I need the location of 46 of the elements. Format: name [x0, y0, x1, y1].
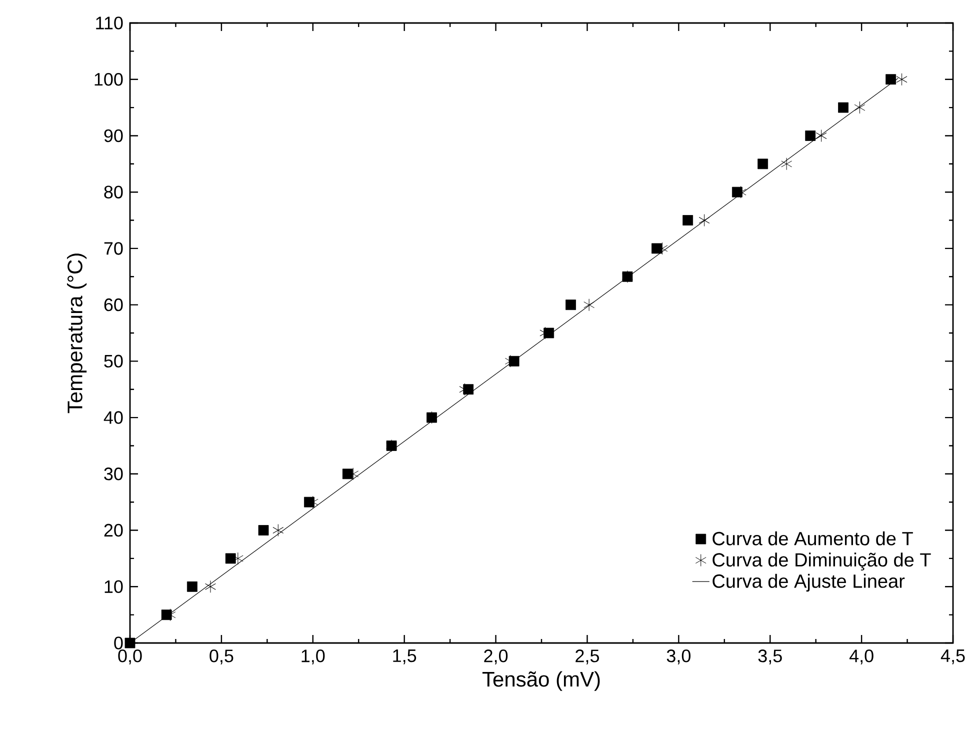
- y-tick-label: 80: [104, 186, 123, 198]
- x-tick-label: 1,5: [393, 650, 416, 664]
- y-tick-label: 70: [104, 242, 123, 255]
- point: [698, 214, 710, 227]
- point: [838, 102, 848, 113]
- y-axis-title: Temperatura (°C): [67, 254, 87, 414]
- point: [205, 580, 216, 593]
- point: [225, 553, 236, 564]
- x-tick-label: 1,0: [302, 650, 325, 664]
- legend-label: Curva de Diminuição de T: [712, 552, 931, 570]
- x-tick-label: 3,0: [666, 650, 690, 664]
- y-tick-label: 110: [96, 16, 123, 30]
- point: [258, 525, 269, 536]
- x-tick-label: 0,0: [118, 650, 142, 664]
- point: [652, 243, 662, 254]
- y-tick-label: 20: [104, 524, 123, 537]
- point: [682, 215, 694, 226]
- point: [781, 158, 792, 170]
- x-tick-label: 3,5: [758, 650, 782, 664]
- x-axis-title: Tensão (mV): [482, 671, 600, 691]
- point: [342, 468, 353, 480]
- y-tick-label: 10: [104, 580, 123, 594]
- point: [566, 300, 576, 310]
- y-tick-label: 30: [104, 468, 123, 480]
- x-tick-label: 2,0: [484, 650, 508, 664]
- point: [886, 74, 896, 85]
- y-tick-label: 60: [104, 298, 123, 312]
- y-tick-label: 0: [114, 636, 123, 650]
- point: [854, 101, 866, 114]
- point: [816, 129, 827, 142]
- point: [186, 581, 198, 592]
- point: [758, 158, 768, 170]
- y-tick-label: 50: [104, 354, 123, 368]
- y-tick-label: 100: [94, 72, 123, 86]
- y-tick-label: 90: [104, 129, 123, 142]
- x-tick-label: 0,5: [210, 650, 234, 664]
- y-tick-label: 40: [104, 411, 123, 424]
- x-tick-label: 4,5: [940, 650, 965, 664]
- legend-label: Curva de Aumento de T: [712, 531, 913, 546]
- point: [805, 130, 816, 141]
- x-tick-label: 2,5: [576, 650, 599, 664]
- point: [124, 638, 136, 648]
- point: [584, 298, 595, 312]
- point: [272, 524, 284, 537]
- legend-label: Curva de Ajuste Linear: [712, 574, 905, 592]
- x-tick-label: 4,0: [849, 650, 874, 664]
